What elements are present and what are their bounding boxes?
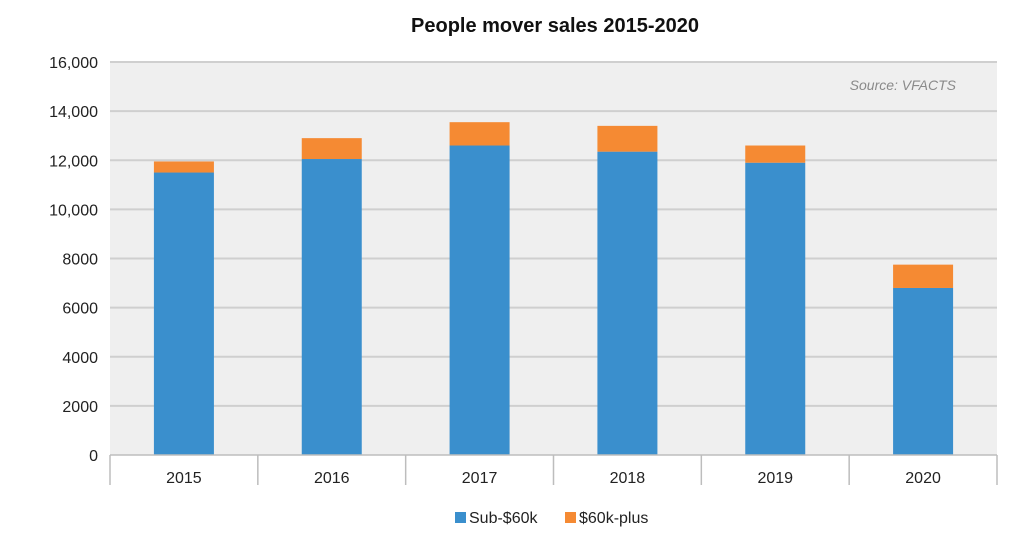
legend-swatch (455, 512, 466, 523)
bar-sub-60k-2020 (893, 287, 954, 455)
x-axis: 2015 2016 2017 2018 2019 2020 (109, 454, 998, 487)
bar-sub-60k-2019 (745, 162, 806, 456)
legend: Sub-$60k $60k-plus (455, 510, 648, 527)
bar-sub-60k-2015 (153, 172, 214, 455)
y-tick-label: 10,000 (49, 202, 98, 219)
y-tick-label: 8000 (62, 252, 98, 269)
y-tick-label: 14,000 (49, 104, 98, 121)
legend-label: $60k-plus (579, 510, 648, 527)
gridlines (110, 61, 997, 407)
chart-title: People mover sales 2015-2020 (411, 15, 699, 37)
bar-60k-plus-2020 (893, 264, 954, 288)
y-tick-label: 6000 (62, 301, 98, 318)
x-tick-label: 2017 (462, 470, 498, 487)
x-tick-label: 2020 (905, 470, 941, 487)
bars (153, 122, 954, 456)
y-axis-ticks: 0 2000 4000 6000 8000 10,000 12,000 14,000 16,00… (49, 55, 98, 465)
legend-swatch (565, 512, 576, 523)
bar-60k-plus-2015 (153, 161, 214, 173)
bar-sub-60k-2017 (449, 145, 510, 455)
bar-sub-60k-2016 (301, 159, 362, 455)
y-tick-label: 4000 (62, 350, 98, 367)
x-tick-label: 2016 (314, 470, 350, 487)
x-tick-label: 2019 (757, 470, 793, 487)
bar-60k-plus-2017 (449, 122, 510, 146)
bar-60k-plus-2018 (597, 125, 658, 152)
bar-60k-plus-2019 (745, 145, 806, 163)
y-tick-label: 2000 (62, 399, 98, 416)
y-tick-label: 12,000 (49, 153, 98, 170)
x-tick-label: 2018 (610, 470, 646, 487)
y-tick-label: 0 (89, 448, 98, 465)
legend-label: Sub-$60k (469, 510, 538, 527)
x-tick-label: 2015 (166, 470, 202, 487)
source-note: Source: VFACTS (850, 77, 957, 93)
bar-60k-plus-2016 (301, 138, 362, 160)
y-tick-label: 16,000 (49, 55, 98, 72)
bar-sub-60k-2018 (597, 151, 658, 455)
